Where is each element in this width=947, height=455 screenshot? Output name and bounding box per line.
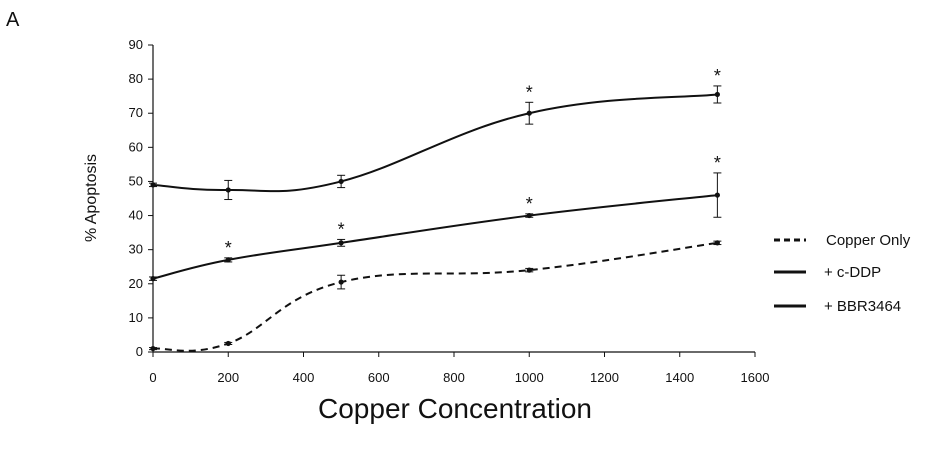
x-tick-label: 800	[443, 370, 465, 385]
y-tick-label: 50	[129, 173, 143, 188]
data-point	[338, 240, 344, 246]
series-layer: ******	[149, 66, 722, 352]
data-point	[526, 267, 532, 273]
significance-star: *	[714, 153, 721, 173]
series-line	[152, 194, 718, 280]
data-point	[714, 192, 720, 198]
series-line	[152, 93, 718, 193]
axes	[152, 45, 755, 353]
y-tick-label: 80	[129, 71, 143, 86]
data-point	[338, 279, 344, 285]
series-0: **	[149, 66, 722, 201]
data-point	[526, 110, 532, 116]
y-tick-label: 90	[129, 37, 143, 52]
data-point	[526, 212, 532, 219]
y-tick-label: 40	[129, 208, 143, 223]
x-tick-label: 200	[217, 370, 239, 385]
x-tick-label: 1000	[515, 370, 544, 385]
legend-label: Copper Only	[826, 232, 911, 249]
significance-star: *	[338, 219, 345, 239]
series-1: * * * *	[149, 153, 722, 282]
data-point	[225, 187, 231, 193]
x-tick-label: 0	[149, 370, 156, 385]
legend-label: + c-DDP	[824, 264, 881, 281]
y-tick-label: 0	[136, 344, 143, 359]
x-tick-label: 1200	[590, 370, 619, 385]
x-tick-label: 600	[368, 370, 390, 385]
x-ticks: 0 200 400 600 800 1000 1200 1400 1600	[149, 352, 769, 385]
data-point	[225, 340, 231, 347]
data-point	[225, 257, 231, 263]
y-ticks: 0 10 20 30 40 50 60 70 80 90	[129, 37, 153, 359]
data-point	[150, 182, 156, 188]
x-tick-label: 1400	[665, 370, 694, 385]
x-tick-label: 1600	[741, 370, 770, 385]
significance-star: *	[526, 82, 533, 102]
x-axis-label: Copper Concentration	[318, 393, 592, 424]
data-point	[150, 345, 156, 352]
data-point	[150, 276, 156, 282]
y-tick-label: 30	[129, 242, 143, 257]
data-point	[338, 178, 344, 185]
significance-star: *	[714, 66, 721, 86]
series-line	[152, 241, 718, 352]
y-tick-label: 70	[129, 105, 143, 120]
data-point	[714, 91, 720, 98]
legend: Copper Only + c-DDP + BBR3464	[774, 232, 911, 315]
legend-label: + BBR3464	[824, 298, 901, 315]
significance-star: *	[225, 238, 232, 258]
significance-star: *	[526, 194, 533, 214]
panel-label: A	[6, 9, 20, 31]
y-axis-label: % Apoptosis	[83, 154, 100, 242]
y-tick-label: 20	[129, 276, 143, 291]
y-tick-label: 60	[129, 139, 143, 154]
x-tick-label: 400	[293, 370, 315, 385]
y-tick-label: 10	[129, 310, 143, 325]
series-2	[149, 240, 722, 352]
data-point	[714, 240, 720, 246]
